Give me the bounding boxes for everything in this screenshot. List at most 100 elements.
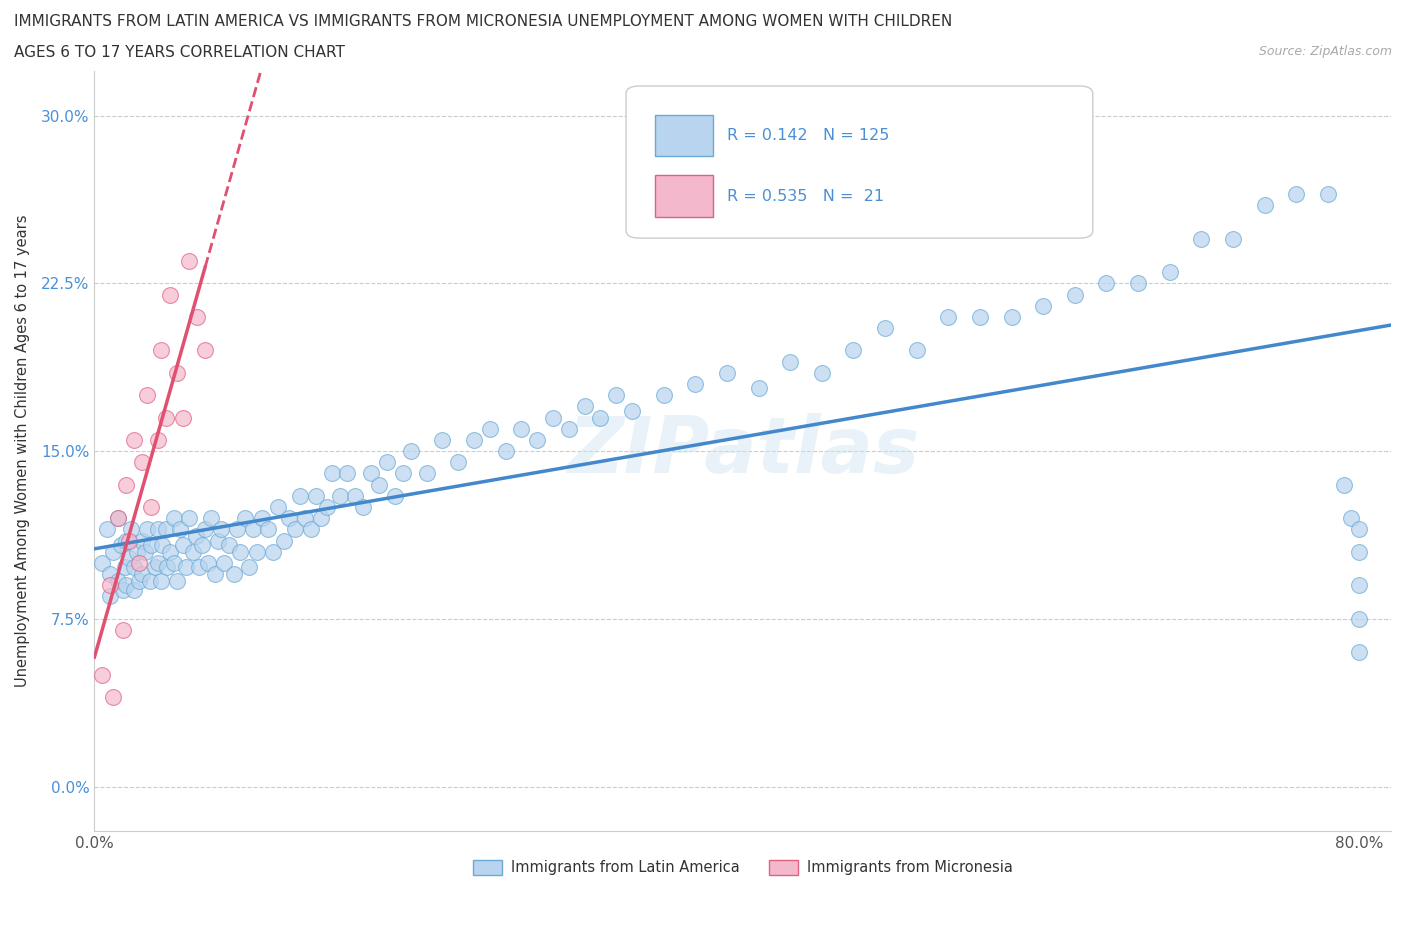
Point bbox=[162, 555, 184, 570]
Point bbox=[107, 511, 129, 525]
Point bbox=[810, 365, 832, 380]
Point bbox=[574, 399, 596, 414]
Point bbox=[478, 421, 501, 436]
Point bbox=[541, 410, 564, 425]
Point bbox=[321, 466, 343, 481]
Point bbox=[107, 511, 129, 525]
Point bbox=[115, 578, 138, 592]
Point bbox=[179, 254, 201, 269]
Text: R = 0.535   N =  21: R = 0.535 N = 21 bbox=[727, 189, 884, 204]
Point bbox=[186, 310, 208, 325]
Point bbox=[316, 499, 339, 514]
Point bbox=[399, 444, 422, 458]
Point bbox=[146, 555, 169, 570]
Point bbox=[936, 310, 959, 325]
Point bbox=[103, 690, 125, 705]
Point bbox=[128, 574, 150, 589]
Point bbox=[1348, 544, 1371, 559]
Point bbox=[558, 421, 581, 436]
Point bbox=[135, 522, 157, 537]
Point bbox=[969, 310, 991, 325]
Point bbox=[1000, 310, 1022, 325]
Point bbox=[716, 365, 738, 380]
Point bbox=[779, 354, 801, 369]
Point bbox=[384, 488, 406, 503]
Point bbox=[98, 578, 121, 592]
Point bbox=[149, 574, 172, 589]
Point bbox=[152, 538, 174, 552]
Point bbox=[447, 455, 470, 470]
Point bbox=[159, 287, 181, 302]
Point bbox=[107, 574, 129, 589]
Point bbox=[1222, 232, 1244, 246]
Point bbox=[141, 538, 163, 552]
Point bbox=[748, 381, 770, 396]
Point bbox=[621, 404, 644, 418]
Point bbox=[1348, 645, 1371, 660]
Point bbox=[194, 343, 217, 358]
Point bbox=[128, 555, 150, 570]
Text: IMMIGRANTS FROM LATIN AMERICA VS IMMIGRANTS FROM MICRONESIA UNEMPLOYMENT AMONG W: IMMIGRANTS FROM LATIN AMERICA VS IMMIGRA… bbox=[14, 14, 952, 29]
Point bbox=[162, 511, 184, 525]
Point bbox=[118, 551, 141, 566]
Point bbox=[225, 522, 247, 537]
Point bbox=[328, 488, 350, 503]
Point bbox=[352, 499, 374, 514]
Point bbox=[143, 560, 166, 575]
Point bbox=[222, 566, 245, 581]
Point bbox=[115, 477, 138, 492]
Point bbox=[510, 421, 533, 436]
Point bbox=[229, 544, 252, 559]
Legend: Immigrants from Latin America, Immigrants from Micronesia: Immigrants from Latin America, Immigrant… bbox=[467, 854, 1018, 881]
Point bbox=[146, 522, 169, 537]
Point bbox=[278, 511, 301, 525]
Point bbox=[122, 560, 145, 575]
Point bbox=[1159, 265, 1181, 280]
Point bbox=[242, 522, 264, 537]
Point bbox=[273, 533, 295, 548]
Point bbox=[842, 343, 865, 358]
Point bbox=[134, 544, 156, 559]
Point bbox=[98, 589, 121, 604]
Point bbox=[905, 343, 928, 358]
Point bbox=[1348, 522, 1371, 537]
Point bbox=[1063, 287, 1085, 302]
Point bbox=[1333, 477, 1355, 492]
Point bbox=[294, 511, 316, 525]
Point bbox=[299, 522, 322, 537]
Point bbox=[194, 522, 217, 537]
Point bbox=[1126, 276, 1149, 291]
Point bbox=[174, 560, 197, 575]
Point bbox=[262, 544, 284, 559]
Point bbox=[91, 668, 114, 683]
Point bbox=[1253, 197, 1275, 212]
Point bbox=[1285, 186, 1308, 201]
Point bbox=[122, 582, 145, 597]
Point bbox=[495, 444, 517, 458]
Point bbox=[120, 522, 142, 537]
Point bbox=[155, 522, 177, 537]
Point bbox=[141, 499, 163, 514]
Point bbox=[432, 432, 454, 447]
Text: R = 0.142   N = 125: R = 0.142 N = 125 bbox=[727, 128, 890, 143]
FancyBboxPatch shape bbox=[655, 176, 713, 218]
Point bbox=[172, 410, 194, 425]
Point bbox=[336, 466, 359, 481]
Point bbox=[118, 533, 141, 548]
Point bbox=[111, 582, 134, 597]
Point bbox=[873, 321, 896, 336]
Point bbox=[305, 488, 328, 503]
Point bbox=[257, 522, 280, 537]
Point bbox=[250, 511, 273, 525]
Point bbox=[1032, 299, 1054, 313]
Point bbox=[589, 410, 612, 425]
Point bbox=[146, 432, 169, 447]
Point bbox=[156, 560, 179, 575]
Point bbox=[114, 560, 136, 575]
Point bbox=[1189, 232, 1212, 246]
Point bbox=[463, 432, 485, 447]
Point bbox=[98, 566, 121, 581]
Point bbox=[115, 533, 138, 548]
Point bbox=[91, 555, 114, 570]
Point bbox=[131, 533, 153, 548]
